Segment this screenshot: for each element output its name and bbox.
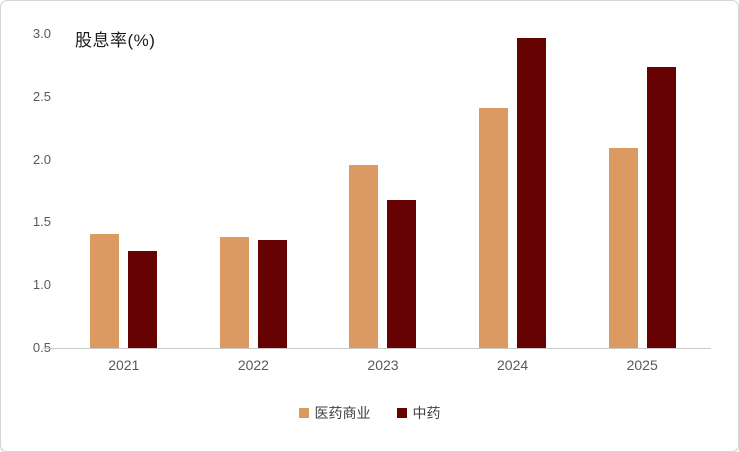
x-axis-line (43, 348, 711, 349)
bar-中药-2022 (257, 239, 287, 348)
legend-item-中药: 中药 (396, 403, 441, 423)
chart-title: 股息率(%) (75, 31, 156, 50)
bar-医药商业-2023 (349, 164, 379, 348)
legend-item-医药商业: 医药商业 (298, 403, 371, 423)
bar-group-2022 (189, 34, 319, 348)
bar-中药-2021 (128, 251, 158, 348)
bar-group-2025 (577, 34, 707, 348)
x-axis-tick-labels: 2021 2022 2023 2024 2025 (59, 357, 707, 373)
legend: 医药商业 中药 (1, 403, 738, 423)
legend-label: 中药 (412, 405, 441, 421)
plot-area (59, 34, 707, 348)
bar-group-2024 (448, 34, 578, 348)
bar-医药商业-2021 (90, 233, 120, 348)
bar-医药商业-2022 (219, 237, 249, 348)
x-tick-label: 2024 (497, 357, 529, 373)
x-tick-label: 2025 (626, 357, 658, 373)
bar-医药商业-2025 (608, 148, 638, 348)
y-tick-label: 3.0 (32, 26, 51, 41)
y-tick-label: 2.5 (32, 88, 51, 104)
bar-中药-2025 (646, 66, 676, 348)
y-tick-label: 1.0 (32, 277, 51, 293)
bar-医药商业-2024 (479, 108, 509, 348)
legend-swatch-icon (298, 408, 309, 418)
legend-label: 医药商业 (314, 405, 371, 421)
x-tick-label: 2023 (367, 357, 399, 373)
y-tick-label: 0.5 (32, 340, 51, 355)
legend-swatch-icon (396, 408, 407, 418)
bar-group-2023 (318, 34, 448, 348)
bar-中药-2023 (387, 199, 417, 348)
x-tick-label: 2021 (108, 357, 140, 373)
y-tick-label: 2.0 (32, 151, 51, 167)
x-tick-label: 2022 (237, 357, 269, 373)
y-tick-label: 1.5 (32, 214, 51, 230)
bar-group-2021 (59, 34, 189, 348)
bar-中药-2024 (517, 37, 547, 348)
